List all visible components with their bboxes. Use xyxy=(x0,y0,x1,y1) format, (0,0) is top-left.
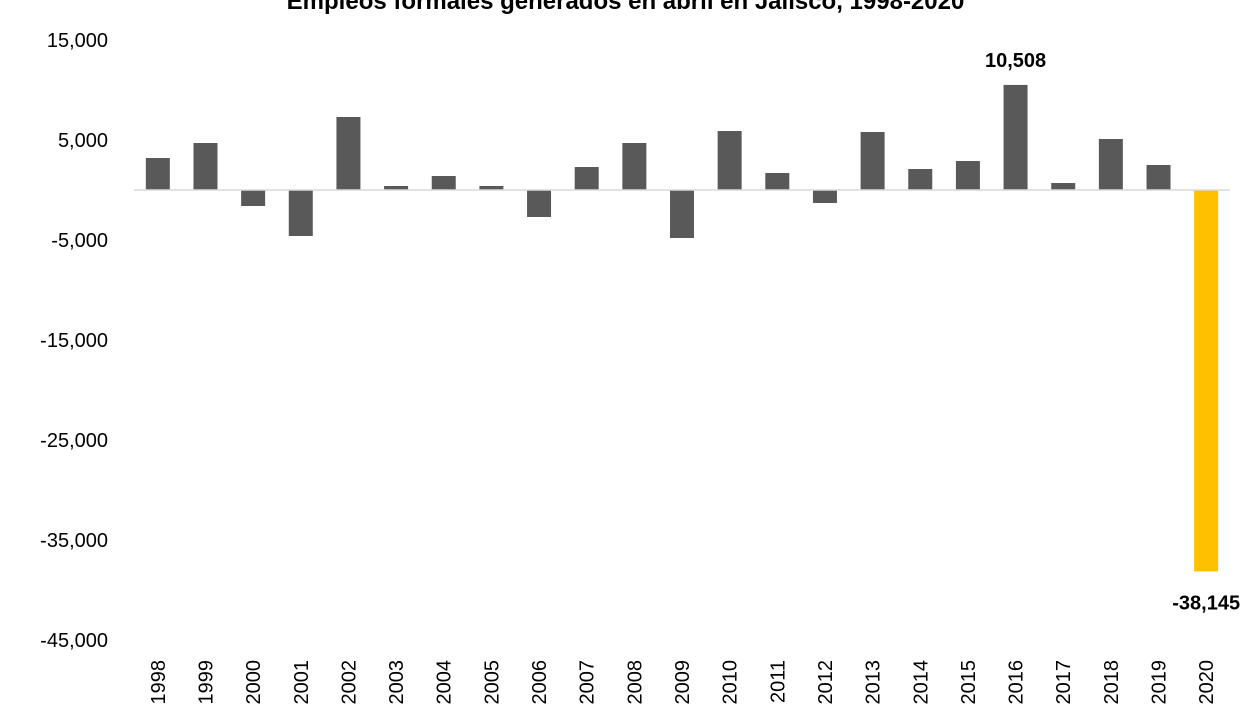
x-tick-label: 2019 xyxy=(1149,660,1171,705)
x-tick-label: 2016 xyxy=(1006,660,1028,705)
bar-2005 xyxy=(479,186,504,190)
bar-2000 xyxy=(241,190,266,206)
x-tick-label: 2009 xyxy=(672,660,694,705)
bar-2007 xyxy=(574,167,599,190)
bars xyxy=(145,84,1219,572)
y-tick-label: 15,000 xyxy=(47,30,108,52)
bar-2020 xyxy=(1194,190,1219,572)
bar-2019 xyxy=(1146,165,1171,190)
x-tick-label: 2000 xyxy=(243,660,265,705)
bar-1998 xyxy=(145,158,170,190)
bar-2004 xyxy=(431,176,456,190)
bar-2002 xyxy=(336,117,361,190)
bar-2011 xyxy=(765,173,790,190)
bar-2014 xyxy=(908,169,933,190)
y-tick-label: 5,000 xyxy=(58,130,108,152)
y-tick-label: -25,000 xyxy=(40,430,108,452)
x-tick-label: 2004 xyxy=(434,660,456,705)
x-tick-label: 1998 xyxy=(148,660,170,705)
x-tick-label: 2012 xyxy=(815,660,837,705)
bar-2013 xyxy=(860,132,885,190)
bar-1999 xyxy=(193,143,218,190)
bar-2006 xyxy=(527,190,552,217)
bar-2018 xyxy=(1098,139,1123,190)
x-tick-label: 2001 xyxy=(291,660,313,705)
x-tick-label: 2011 xyxy=(767,660,789,703)
y-tick-label: -5,000 xyxy=(51,230,108,252)
x-axis-ticks: 1998 1999 2000 2001 2002 2003 2004 2005 2006 2007… xyxy=(148,660,1218,705)
chart-title: Empleos formales generados en abril en J… xyxy=(286,0,965,15)
x-tick-label: 1999 xyxy=(195,660,217,705)
data-label-2020: -38,145 xyxy=(1172,592,1240,614)
x-tick-label: 2013 xyxy=(863,660,885,705)
y-tick-label: -35,000 xyxy=(40,530,108,552)
y-axis-ticks: 15,000 5,000 -5,000 -15,000 -25,000 -35,000 -4… xyxy=(40,30,108,652)
y-tick-label: -45,000 xyxy=(40,630,108,652)
data-label-2016: 10,508 xyxy=(985,50,1046,72)
bar-2017 xyxy=(1051,183,1076,190)
bar-2008 xyxy=(622,143,647,190)
bar-2009 xyxy=(670,190,694,238)
x-tick-label: 2008 xyxy=(624,660,646,705)
x-tick-label: 2018 xyxy=(1101,660,1123,705)
bar-2015 xyxy=(955,161,980,190)
bar-2003 xyxy=(384,186,409,190)
x-tick-label: 2010 xyxy=(720,660,742,705)
bar-2016 xyxy=(1003,84,1028,190)
bar-2001 xyxy=(288,190,313,236)
bar-2010 xyxy=(717,131,742,190)
x-tick-label: 2017 xyxy=(1053,660,1075,705)
x-tick-label: 2020 xyxy=(1196,660,1218,705)
y-tick-label: -15,000 xyxy=(40,330,108,352)
x-tick-label: 2015 xyxy=(958,660,980,705)
x-tick-label: 2002 xyxy=(338,660,360,705)
x-tick-label: 2006 xyxy=(529,660,551,705)
x-tick-label: 2007 xyxy=(577,660,599,705)
x-tick-label: 2005 xyxy=(481,660,503,705)
bar-2012 xyxy=(812,190,837,203)
x-tick-label: 2014 xyxy=(910,660,932,705)
data-labels: 10,508 -38,145 xyxy=(985,50,1240,615)
x-tick-label: 2003 xyxy=(386,660,408,705)
